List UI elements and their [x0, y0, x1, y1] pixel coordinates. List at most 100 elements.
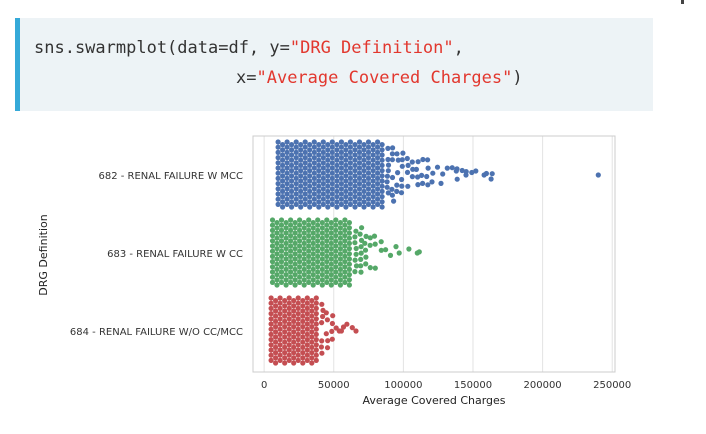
- swarm-point: [307, 162, 313, 168]
- swarm-point: [356, 144, 363, 150]
- swarm-point: [385, 190, 391, 196]
- swarm-point: [325, 183, 331, 189]
- swarm-point: [315, 259, 321, 265]
- swarm-point: [289, 147, 295, 153]
- swarm-point: [282, 318, 288, 324]
- swarm-point: [307, 194, 313, 200]
- swarm-point: [304, 321, 310, 327]
- swarm-point: [306, 253, 312, 259]
- swarm-point: [302, 196, 308, 202]
- swarm-point: [410, 166, 416, 172]
- swarm-point: [277, 316, 283, 322]
- swarm-point: [404, 169, 411, 175]
- swarm-point: [278, 264, 285, 270]
- swarm-point: [300, 339, 306, 345]
- swarm-point: [283, 220, 289, 226]
- swarm-point: [379, 152, 385, 158]
- swarm-point: [333, 238, 339, 244]
- swarm-point: [297, 227, 303, 233]
- swarm-point: [352, 142, 358, 148]
- swarm-point: [309, 324, 315, 330]
- swarm-point: [370, 162, 376, 168]
- swarm-point: [275, 155, 281, 161]
- swarm-point: [277, 337, 283, 343]
- swarm-point: [283, 277, 289, 283]
- swarm-point: [365, 175, 372, 181]
- swarm-point: [329, 320, 335, 327]
- swarm-point: [292, 240, 298, 246]
- swarm-point: [289, 142, 295, 148]
- swarm-point: [273, 318, 279, 324]
- swarm-point: [372, 265, 378, 271]
- swarm-point: [282, 308, 288, 314]
- swarm-point: [375, 186, 381, 192]
- swarm-point: [301, 266, 307, 272]
- swarm-point: [365, 144, 372, 150]
- swarm-point: [284, 175, 290, 181]
- swarm-point: [323, 331, 329, 337]
- swarm-point: [328, 235, 334, 241]
- swarm-point: [316, 168, 322, 174]
- swarm-point: [338, 165, 344, 171]
- swarm-point: [379, 199, 385, 205]
- swarm-point: [280, 173, 286, 179]
- swarm-point: [438, 180, 444, 186]
- swarm-point: [300, 344, 306, 350]
- swarm-point: [310, 272, 316, 278]
- swarm-point: [280, 152, 286, 158]
- swarm-point: [325, 157, 331, 163]
- swarm-point: [329, 165, 335, 171]
- swarm-point: [325, 142, 331, 148]
- swarm-point: [313, 337, 319, 343]
- swarm-point: [288, 264, 294, 270]
- swarm-point: [370, 194, 376, 200]
- swarm-point: [342, 264, 348, 270]
- swarm-point: [278, 269, 285, 275]
- swarm-point-outlier: [406, 246, 412, 252]
- swarm-point: [313, 300, 319, 306]
- swarm-point: [370, 183, 376, 189]
- swarm-point: [283, 230, 289, 236]
- swarm-point: [274, 235, 280, 241]
- swarm-point: [379, 188, 385, 194]
- swarm-point: [284, 160, 290, 166]
- swarm-point: [309, 308, 315, 314]
- swarm-point: [274, 282, 280, 288]
- swarm-point: [273, 324, 279, 330]
- swarm-point: [295, 357, 301, 363]
- swarm-point: [295, 326, 301, 332]
- swarm-point: [268, 347, 274, 353]
- swarm-point: [284, 196, 290, 202]
- swarm-point: [334, 204, 340, 210]
- swarm-point: [309, 303, 315, 309]
- swarm-point: [356, 175, 363, 181]
- swarm-point: [268, 337, 274, 343]
- swarm-point: [352, 199, 358, 205]
- swarm-point: [347, 181, 353, 187]
- swarm-point: [324, 274, 330, 280]
- swarm-point: [306, 243, 312, 249]
- swarm-point: [319, 261, 325, 267]
- swarm-point: [399, 157, 405, 163]
- swarm-point: [311, 139, 317, 145]
- swarm-point: [297, 259, 303, 265]
- swarm-point: [370, 147, 376, 153]
- swarm-point: [286, 352, 292, 358]
- swarm-point: [275, 175, 281, 181]
- swarm-point: [286, 311, 292, 317]
- swarm-point: [409, 159, 415, 165]
- swarm-point: [370, 178, 376, 184]
- swarm-point: [315, 217, 321, 223]
- swarm-point: [367, 235, 373, 241]
- swarm-point: [337, 282, 343, 288]
- swarm-point: [342, 217, 348, 223]
- swarm-point: [337, 272, 343, 278]
- swarm-point: [274, 225, 280, 231]
- swarm-point: [334, 157, 340, 163]
- swarm-point: [316, 142, 322, 148]
- swarm-point: [316, 152, 322, 158]
- swarm-point: [338, 155, 344, 161]
- swarm-point: [334, 168, 340, 174]
- swarm-point: [316, 178, 322, 184]
